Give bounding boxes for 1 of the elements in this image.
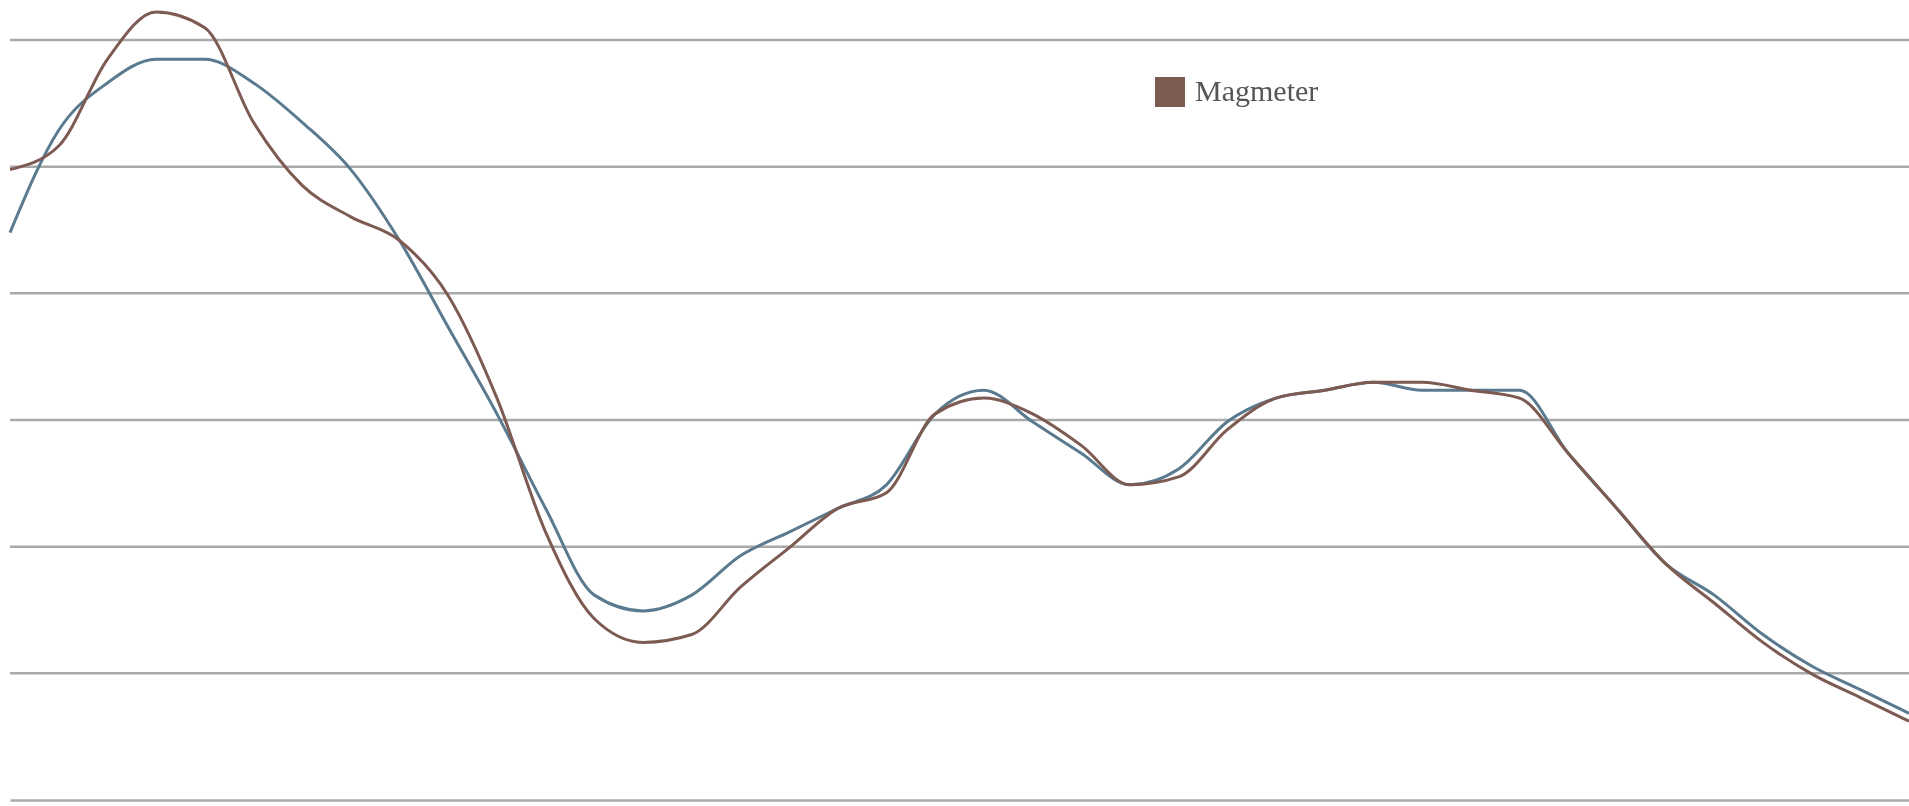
legend-label: Magmeter bbox=[1195, 74, 1319, 107]
